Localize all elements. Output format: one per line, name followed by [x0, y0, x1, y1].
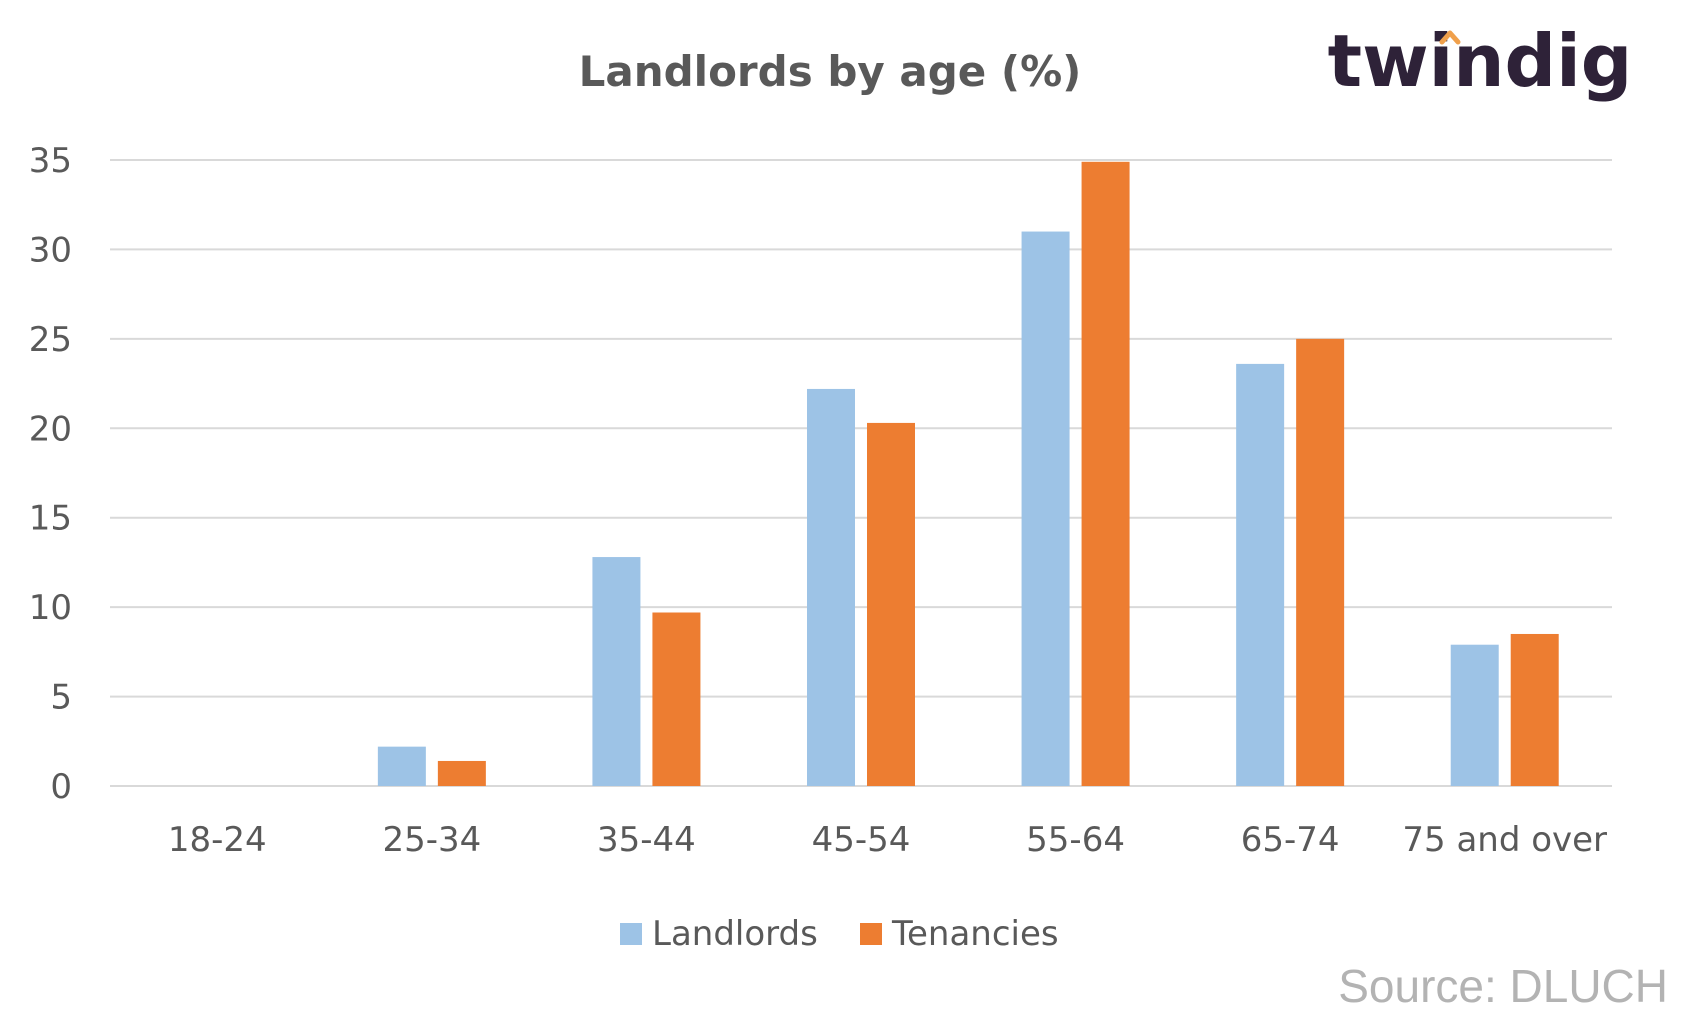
logo-text: twindig: [1328, 19, 1633, 103]
bar-tenancies-35-44: [652, 612, 701, 786]
bar-tenancies-25-34: [437, 760, 486, 786]
x-axis-tick-labels: 18-24 25-34 35-44 45-54 55-64 65-74 75 and ove…: [168, 820, 1607, 860]
x-tick-label: 18-24: [168, 820, 267, 860]
bar-landlords-55-64: [1021, 231, 1070, 787]
y-tick-label: 30: [29, 230, 72, 270]
twindig-logo: twindig: [1328, 19, 1633, 103]
y-tick-label: 15: [29, 499, 72, 539]
y-axis-tick-labels: 0 5 10 15 20 25 30 35: [29, 141, 72, 807]
y-tick-label: 25: [29, 320, 72, 360]
y-tick-label: 5: [50, 678, 72, 718]
bar-tenancies-75-and-over: [1510, 633, 1559, 786]
y-tick-label: 20: [29, 409, 72, 449]
legend-label-landlords: Landlords: [652, 914, 818, 954]
bar-tenancies-65-74: [1296, 338, 1345, 786]
x-tick-label: 75 and over: [1402, 820, 1607, 860]
x-tick-label: 35-44: [597, 820, 696, 860]
x-tick-label: 65-74: [1241, 820, 1340, 860]
source-note: Source: DLUCH: [1338, 960, 1668, 1012]
legend-swatch-landlords: [620, 923, 642, 945]
chart-title: Landlords by age (%): [579, 47, 1082, 96]
x-tick-label: 55-64: [1026, 820, 1125, 860]
y-tick-label: 10: [29, 588, 72, 628]
legend-swatch-tenancies: [860, 923, 882, 945]
legend-label-tenancies: Tenancies: [891, 914, 1059, 954]
y-tick-label: 35: [29, 141, 72, 181]
legend: Landlords Tenancies: [620, 914, 1059, 954]
bar-landlords-45-54: [807, 388, 855, 786]
bar-landlords-35-44: [592, 557, 641, 786]
x-tick-label: 45-54: [812, 820, 911, 860]
bar-tenancies-45-54: [867, 422, 915, 786]
gridlines: [110, 159, 1612, 787]
bars: [377, 161, 1559, 787]
y-tick-label: 0: [50, 767, 72, 807]
bar-tenancies-55-64: [1081, 161, 1130, 786]
logo-roof-icon: [1439, 30, 1461, 45]
bar-landlords-65-74: [1236, 363, 1285, 786]
bar-landlords-25-34: [377, 746, 426, 786]
bar-landlords-75-and-over: [1450, 644, 1499, 786]
x-tick-label: 25-34: [382, 820, 481, 860]
